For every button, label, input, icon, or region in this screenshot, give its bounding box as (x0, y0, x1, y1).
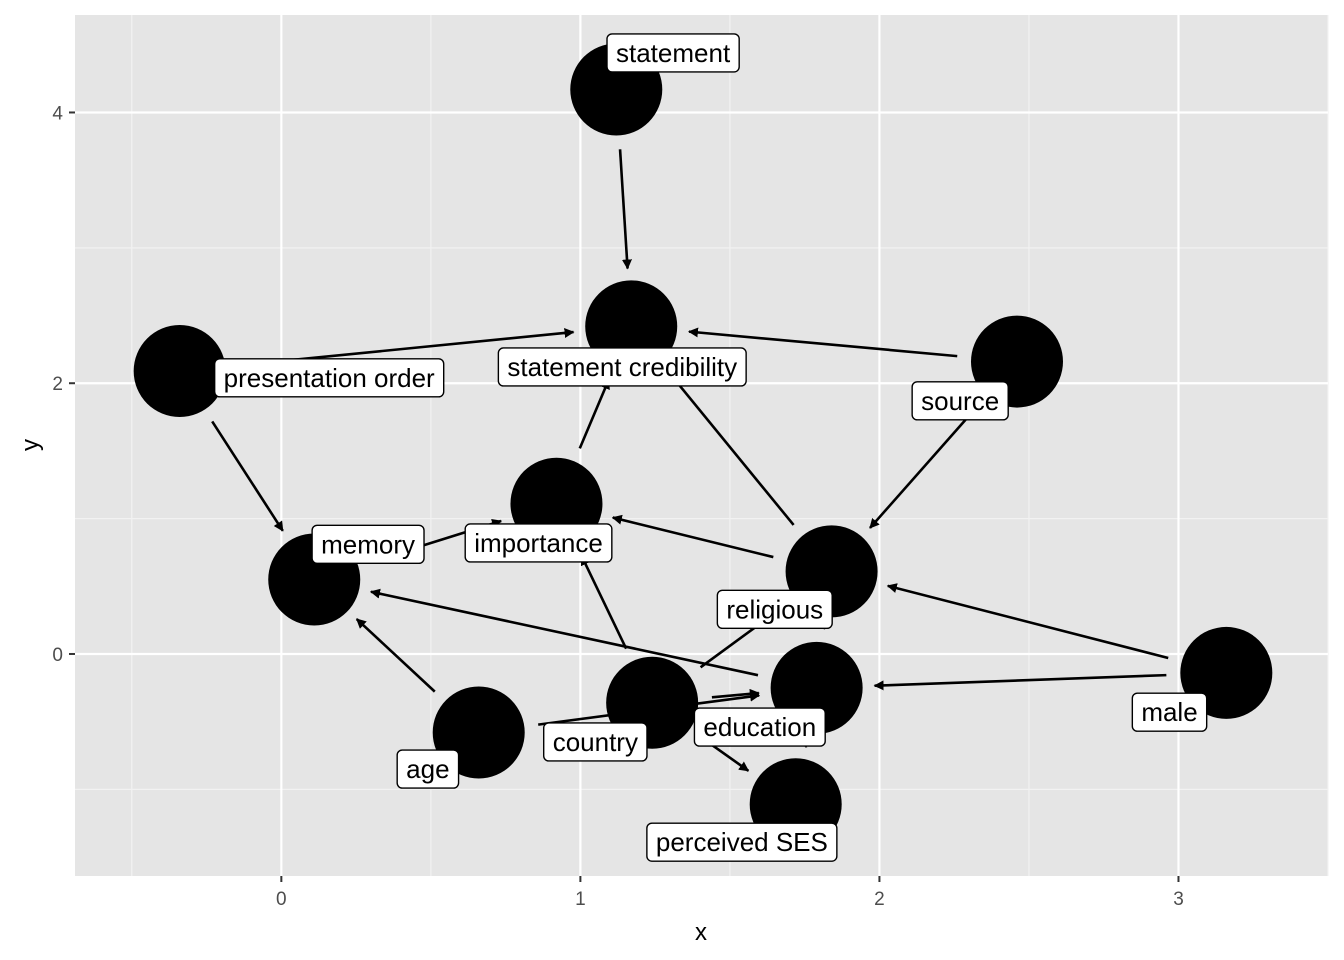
x-tick-label: 2 (874, 889, 885, 910)
node-label-importance: importance (464, 523, 613, 563)
edge-source-to-statement_credibility (687, 327, 958, 358)
node-label-text: male (1141, 697, 1197, 727)
node-label-statement: statement (606, 33, 740, 73)
node-label-text: presentation order (224, 363, 435, 393)
edge-education-to-memory (369, 588, 759, 677)
node-label-country: country (543, 722, 648, 762)
node-label-presentation_order: presentation order (213, 358, 445, 398)
y-axis-tick-labels: 0 2 4 (52, 103, 63, 666)
node-label-box (646, 822, 838, 862)
edge-statement-to-statement_credibility (618, 149, 632, 270)
edge-source-to-religious (869, 405, 979, 529)
node-label-box (311, 524, 425, 565)
node-label-text: statement (616, 38, 731, 68)
node-label-box (911, 381, 1009, 421)
edge-country-to-education (711, 688, 760, 699)
node-label-age: age (396, 749, 460, 789)
edge-male-to-education (873, 673, 1167, 691)
edge-country-to-importance (580, 555, 628, 650)
node-label-religious: religious (716, 589, 833, 630)
node-label-box (716, 589, 833, 630)
node-label-box (606, 33, 740, 73)
node-label-box (543, 722, 648, 762)
dag-node-labels: statement statement credibility presentati… (213, 33, 1208, 862)
x-axis-title: x (695, 919, 707, 946)
edge-male-to-religious (886, 583, 1169, 660)
x-tick-label: 1 (575, 889, 586, 910)
x-tick-label: 3 (1173, 889, 1184, 910)
y-axis-title: y (17, 439, 44, 451)
node-label-statement_credibility: statement credibility (497, 347, 747, 387)
edge-religious-to-statement_credibility (666, 370, 795, 526)
node-label-text: education (703, 712, 816, 742)
node-label-education: education (693, 707, 826, 747)
node-label-text: country (553, 727, 638, 757)
node-label-male: male (1131, 692, 1208, 732)
y-tick-label: 2 (52, 374, 63, 395)
x-axis-tick-labels: 0 1 2 3 (276, 889, 1184, 910)
node-label-box (213, 358, 445, 398)
node-label-perceived_ses: perceived SES (646, 822, 838, 862)
edge-importance-to-statement_credibility (578, 378, 610, 449)
node-label-box (1131, 692, 1208, 732)
plot-panel (75, 15, 1328, 876)
minor-gridlines (75, 15, 1329, 876)
node-label-source: source (911, 381, 1009, 421)
node-presentation_order (133, 325, 226, 418)
node-label-text: religious (726, 594, 823, 624)
node-label-text: age (406, 754, 449, 784)
node-label-box (464, 523, 613, 563)
node-label-box (396, 749, 460, 789)
node-label-text: source (921, 386, 999, 416)
node-label-text: importance (474, 528, 603, 558)
node-label-text: statement credibility (507, 352, 737, 382)
edge-age-to-education (538, 691, 761, 726)
node-label-text: memory (321, 529, 415, 559)
node-label-box (693, 707, 826, 747)
node-label-box (497, 347, 747, 387)
edge-presentation_order-to-memory (211, 420, 284, 532)
y-tick-label: 0 (52, 645, 63, 666)
edge-age-to-memory (355, 618, 436, 693)
axis-ticks (69, 111, 1180, 882)
node-label-memory: memory (311, 524, 425, 565)
edge-religious-to-importance (611, 514, 774, 559)
node-label-text: perceived SES (656, 827, 828, 857)
y-tick-label: 4 (52, 103, 63, 124)
x-tick-label: 0 (276, 889, 287, 910)
